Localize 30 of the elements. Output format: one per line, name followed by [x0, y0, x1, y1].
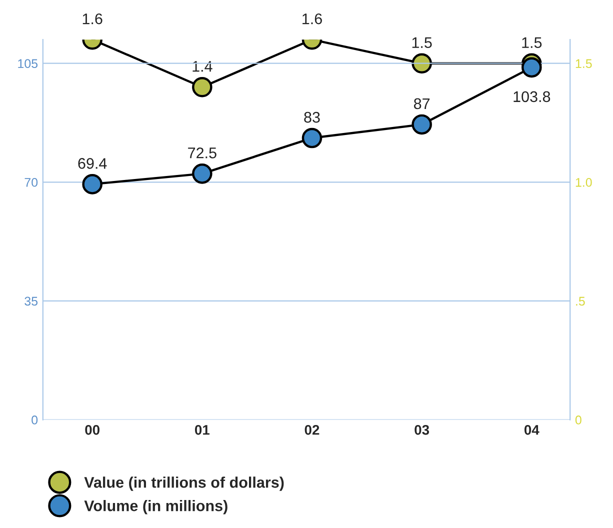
y2-tick-label: .5 — [576, 296, 585, 306]
data-label: 72.5 — [188, 148, 216, 158]
x-tick-label: 00 — [85, 424, 100, 435]
point — [82, 174, 102, 194]
legend-label: Value (in trillions of dollars) — [84, 476, 284, 491]
point — [192, 164, 212, 184]
y-tick-label: 0 — [32, 416, 38, 424]
x-tick-label: 03 — [414, 424, 430, 435]
point — [412, 114, 432, 135]
x-tick-label: 04 — [524, 424, 540, 435]
data-label: 1.6 — [302, 13, 322, 24]
data-label: 1.6 — [82, 13, 102, 24]
point — [302, 128, 322, 148]
data-label: 87 — [414, 98, 430, 110]
y2-tick-label: 0 — [575, 416, 582, 424]
data-label: 69.4 — [78, 158, 107, 169]
y-tick-label: 70 — [24, 178, 38, 187]
y-tick-label: 105 — [18, 59, 38, 68]
y2-tick-label: 1.0 — [576, 178, 592, 187]
y2-tick-label: 1.5 — [576, 59, 592, 68]
y-tick-label: 35 — [24, 296, 38, 306]
point — [522, 57, 542, 78]
data-label: 1.5 — [522, 37, 542, 48]
data-label: 103.8 — [514, 91, 550, 102]
data-label: 1.4 — [192, 61, 212, 72]
legend-label: Volume (in millions) — [84, 500, 228, 514]
x-tick-label: 02 — [304, 424, 320, 435]
data-label: 83 — [304, 112, 320, 123]
x-tick-label: 01 — [194, 424, 210, 435]
data-label: 1.5 — [412, 37, 432, 48]
